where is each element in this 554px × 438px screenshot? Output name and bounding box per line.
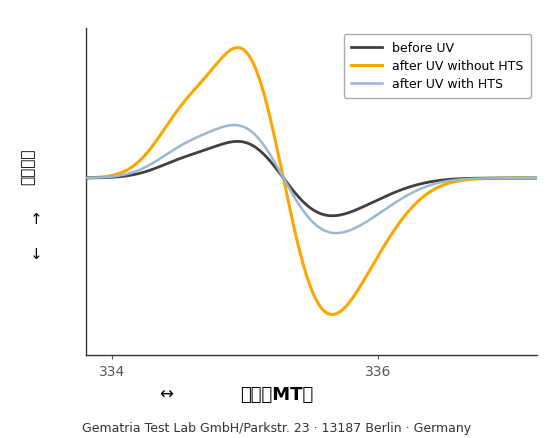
Text: ↔: ↔ <box>159 385 173 403</box>
Text: Gematria Test Lab GmbH/Parkstr. 23 · 13187 Berlin · Germany: Gematria Test Lab GmbH/Parkstr. 23 · 131… <box>83 420 471 434</box>
Text: 信号強度: 信号強度 <box>20 148 35 185</box>
Text: ↓: ↓ <box>29 247 43 261</box>
Text: ↑: ↑ <box>29 212 43 226</box>
Text: 磁場（MT）: 磁場（MT） <box>240 385 314 403</box>
Legend: before UV, after UV without HTS, after UV with HTS: before UV, after UV without HTS, after U… <box>343 35 531 99</box>
